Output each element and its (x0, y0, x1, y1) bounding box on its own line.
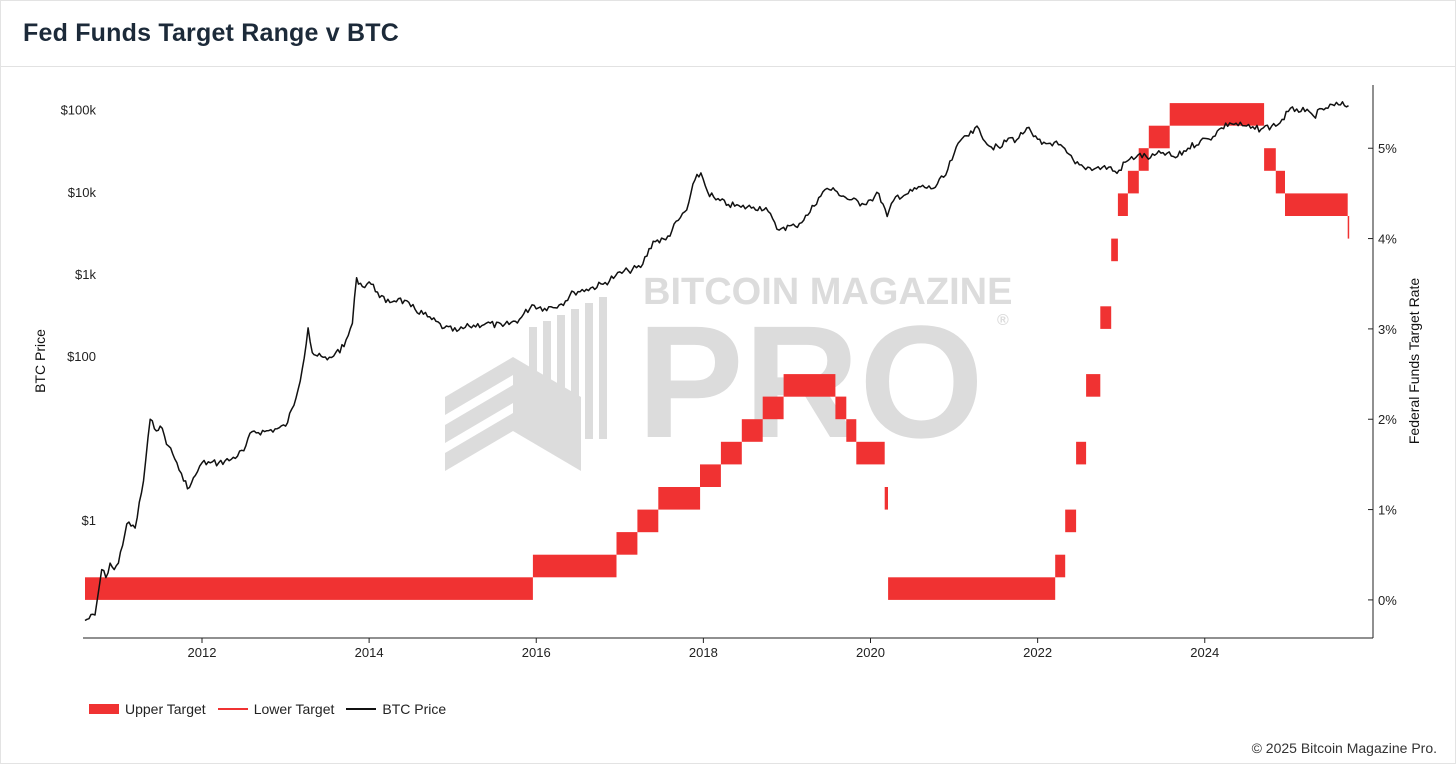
x-tick-label: 2016 (522, 645, 551, 660)
fed-range-band (1275, 170, 1285, 194)
btc-price-line (84, 101, 1349, 622)
fed-range-band (1100, 306, 1112, 329)
fed-range-band (741, 419, 763, 442)
fed-range-band (1148, 125, 1170, 149)
watermark-reg: ® (997, 312, 1009, 329)
fed-range-band (658, 487, 701, 510)
fed-range-band (532, 554, 617, 578)
legend-item-upper-target[interactable]: Upper Target (89, 701, 206, 717)
fed-range-band (1065, 509, 1077, 533)
fed-range-band (1347, 216, 1350, 239)
x-tick-label: 2012 (188, 645, 217, 660)
fed-range-band (85, 577, 533, 600)
legend: Upper Target Lower Target BTC Price (89, 701, 458, 717)
fed-range-band (1055, 554, 1066, 578)
fed-range-band (1111, 238, 1118, 262)
legend-swatch-btc (346, 708, 377, 710)
page-title: Fed Funds Target Range v BTC (23, 19, 399, 47)
y-right-tick-label: 0% (1378, 593, 1397, 608)
fed-range-band (1086, 374, 1101, 397)
y-right-tick-label: 4% (1378, 232, 1397, 247)
fed-range-band (884, 487, 888, 510)
y-left-tick-label: $1 (82, 513, 96, 528)
fed-range-band (835, 396, 847, 420)
fed-range-band (616, 532, 638, 555)
legend-label-upper: Upper Target (125, 701, 206, 717)
y-right-tick-label: 2% (1378, 412, 1397, 427)
fed-range-band (888, 577, 1056, 600)
fed-range-band (856, 441, 885, 465)
y-left-tick-label: $100 (67, 349, 96, 364)
x-tick-label: 2018 (689, 645, 718, 660)
legend-label-btc: BTC Price (382, 701, 447, 717)
y-right-axis-label: Federal Funds Target Rate (1406, 278, 1422, 444)
chart-canvas: BITCOIN MAGAZINE PRO ® 2012 2014 2016 2018 2… (32, 85, 1422, 660)
btc-price-layer (84, 101, 1349, 622)
y-right-axis-ticks: 0% 1% 2% 3% 4% 5% (1368, 141, 1397, 608)
legend-item-lower-target[interactable]: Lower Target (217, 701, 335, 717)
y-right-tick-label: 3% (1378, 322, 1397, 337)
watermark: BITCOIN MAGAZINE PRO ® (445, 271, 1012, 471)
fed-range-band (1138, 148, 1149, 171)
watermark-line1: BITCOIN MAGAZINE (643, 271, 1012, 313)
fed-range-band (846, 419, 857, 442)
y-right-tick-label: 5% (1378, 141, 1397, 156)
fed-range-band (700, 464, 721, 487)
legend-swatch-upper (89, 704, 119, 714)
legend-swatch-lower (217, 708, 248, 710)
fed-range-band (637, 509, 659, 533)
chart-header: Fed Funds Target Range v BTC (1, 1, 1455, 67)
copyright-footer: © 2025 Bitcoin Magazine Pro. (1251, 740, 1437, 756)
y-left-tick-label: $100k (61, 103, 97, 118)
y-left-axis-label: BTC Price (32, 329, 48, 393)
fed-range-band (720, 441, 742, 465)
watermark-logo-icon (445, 297, 607, 471)
fed-range-band (1127, 170, 1139, 194)
fed-range-layer (85, 103, 1350, 600)
fed-range-band (1285, 193, 1348, 216)
legend-label-lower: Lower Target (253, 701, 335, 717)
x-tick-label: 2020 (856, 645, 885, 660)
x-tick-label: 2022 (1023, 645, 1052, 660)
y-right-tick-label: 1% (1378, 503, 1397, 518)
fed-range-band (1264, 148, 1276, 171)
y-left-tick-label: $10k (68, 185, 97, 200)
fed-range-band (783, 374, 836, 397)
fed-range-band (1169, 103, 1265, 126)
fed-range-band (1117, 193, 1128, 216)
legend-item-btc-price[interactable]: BTC Price (346, 701, 446, 717)
x-tick-label: 2014 (355, 645, 384, 660)
x-tick-label: 2024 (1190, 645, 1219, 660)
y-left-axis-ticks: $1 $100 $1k $10k $100k (61, 103, 97, 528)
fed-range-band (1076, 441, 1087, 465)
y-left-tick-label: $1k (75, 267, 96, 282)
fed-range-band (762, 396, 784, 420)
x-axis-ticks: 2012 2014 2016 2018 2020 2022 2024 (188, 638, 1219, 660)
